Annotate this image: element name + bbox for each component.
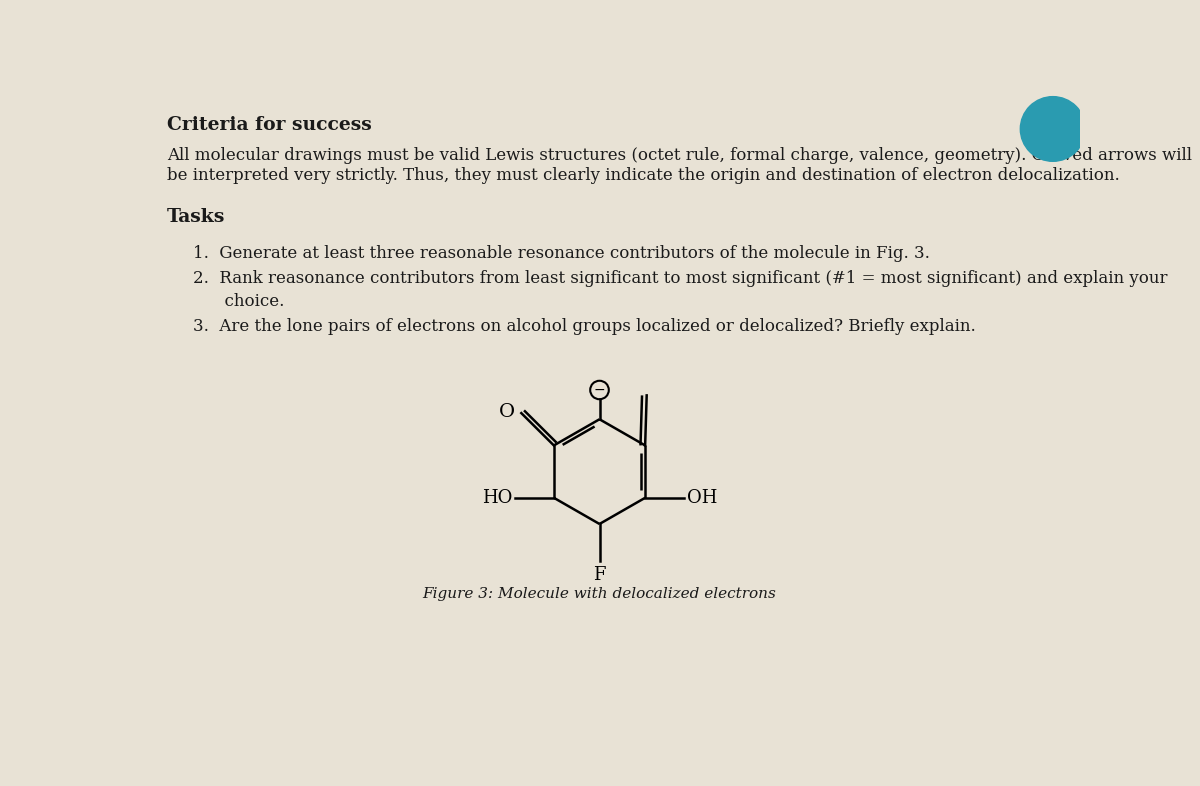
Text: Tasks: Tasks	[167, 208, 226, 226]
Text: F: F	[593, 566, 606, 583]
Text: −: −	[594, 383, 605, 397]
Text: 3.  Are the lone pairs of electrons on alcohol groups localized or delocalized? : 3. Are the lone pairs of electrons on al…	[193, 318, 976, 335]
Text: HO: HO	[481, 489, 512, 507]
Text: Figure 3: Molecule with delocalized electrons: Figure 3: Molecule with delocalized elec…	[422, 587, 776, 601]
Circle shape	[1020, 97, 1086, 161]
Text: OH: OH	[686, 489, 718, 507]
Text: 2.  Rank reasonance contributors from least significant to most significant (#1 : 2. Rank reasonance contributors from lea…	[193, 270, 1168, 287]
Text: O: O	[499, 402, 515, 421]
Text: choice.: choice.	[193, 293, 284, 310]
Text: be interpreted very strictly. Thus, they must clearly indicate the origin and de: be interpreted very strictly. Thus, they…	[167, 167, 1120, 185]
Text: Criteria for success: Criteria for success	[167, 116, 372, 134]
Text: All molecular drawings must be valid Lewis structures (octet rule, formal charge: All molecular drawings must be valid Lew…	[167, 147, 1192, 163]
Text: 1.  Generate at least three reasonable resonance contributors of the molecule in: 1. Generate at least three reasonable re…	[193, 245, 930, 263]
